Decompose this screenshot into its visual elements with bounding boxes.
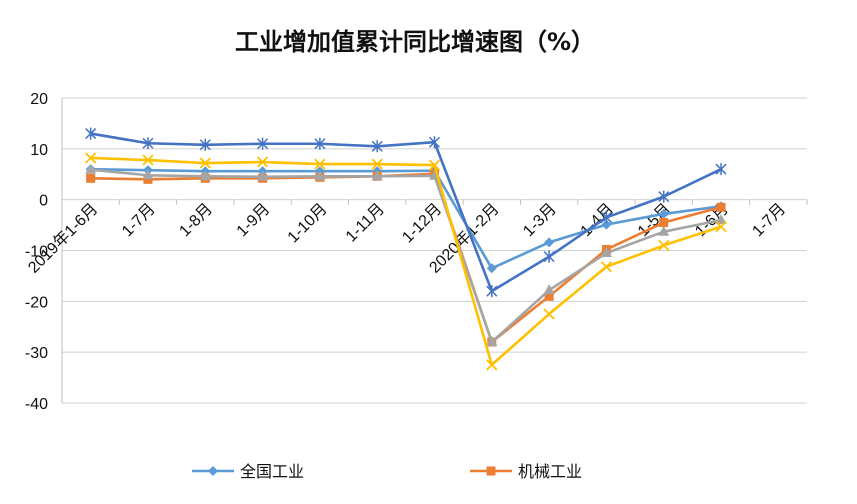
- series-line: [90, 156, 722, 367]
- data-point: [208, 466, 218, 476]
- x-tick-label: 1-9月: [234, 200, 274, 240]
- data-point: [486, 466, 496, 476]
- data-point: [543, 284, 555, 295]
- data-point: [371, 158, 383, 170]
- legend: 全国工业 机械工业: [192, 462, 582, 481]
- series-4: [85, 152, 727, 371]
- legend-label: 机械工业: [518, 462, 582, 481]
- data-point: [199, 138, 211, 151]
- data-point: [371, 170, 383, 181]
- data-point: [601, 219, 612, 230]
- data-point: [715, 163, 727, 176]
- y-axis-tick-labels: 20 10 0 -10 -20 -30 -40: [25, 91, 48, 413]
- y-tick-label: 0: [39, 193, 48, 210]
- data-point: [257, 137, 269, 150]
- data-point: [658, 225, 670, 236]
- x-tick-label: 1-12月: [399, 200, 445, 246]
- series-line: [90, 172, 722, 344]
- x-tick-label: 1-3月: [520, 200, 560, 240]
- data-point: [143, 174, 153, 184]
- data-point: [600, 247, 612, 258]
- x-tick-label: 2019年1-6月: [25, 200, 102, 277]
- data-point: [314, 137, 326, 150]
- data-point: [428, 159, 441, 171]
- y-tick-label: 10: [30, 142, 48, 159]
- y-tick-label: -40: [25, 396, 48, 413]
- x-tick-label: 1-7月: [119, 200, 159, 240]
- data-point: [658, 190, 670, 203]
- data-point: [544, 237, 555, 248]
- chart-title: 工业增加值累计同比增速图（%）: [235, 28, 595, 56]
- data-point: [142, 154, 154, 166]
- data-point: [428, 136, 441, 149]
- data-point: [715, 214, 727, 224]
- data-point: [85, 152, 97, 164]
- data-point: [544, 291, 554, 301]
- data-point: [256, 156, 269, 168]
- data-point: [658, 239, 670, 252]
- y-tick-label: 20: [30, 91, 48, 108]
- data-point: [659, 218, 669, 228]
- data-point: [486, 336, 498, 346]
- legend-item: 全国工业: [192, 462, 304, 481]
- series-line: [90, 167, 722, 270]
- data-point: [658, 208, 669, 219]
- x-tick-label: 1-10月: [285, 200, 331, 246]
- data-point: [486, 263, 497, 274]
- data-point: [543, 250, 555, 263]
- data-point: [314, 170, 326, 181]
- data-point: [543, 308, 555, 320]
- x-tick-label: 1-8月: [176, 200, 216, 240]
- series-5: [85, 127, 727, 298]
- data-point: [199, 170, 211, 181]
- data-point: [486, 359, 498, 371]
- data-point: [314, 158, 326, 170]
- gridlines: [61, 97, 808, 404]
- data-point: [142, 169, 154, 180]
- data-point: [257, 170, 269, 181]
- data-point: [715, 220, 727, 233]
- x-tick-label: 1-7月: [749, 200, 789, 240]
- y-tick-label: -20: [25, 294, 48, 311]
- data-point: [716, 202, 726, 212]
- x-tick-label: 1-11月: [343, 200, 388, 245]
- data-point: [86, 173, 96, 183]
- data-point: [85, 163, 97, 174]
- data-point: [371, 140, 383, 153]
- data-point: [600, 261, 613, 273]
- legend-item: 机械工业: [470, 462, 582, 481]
- series-3: [85, 163, 727, 346]
- legend-label: 全国工业: [240, 462, 304, 481]
- data-series: [85, 127, 727, 371]
- series-line: [90, 168, 722, 344]
- data-point: [600, 211, 612, 224]
- y-tick-label: -30: [25, 345, 48, 362]
- data-point: [486, 285, 498, 298]
- data-point: [199, 157, 211, 169]
- y-tick-label: -10: [25, 244, 48, 261]
- series-line: [90, 132, 722, 293]
- data-point: [85, 127, 97, 140]
- data-point: [142, 137, 154, 150]
